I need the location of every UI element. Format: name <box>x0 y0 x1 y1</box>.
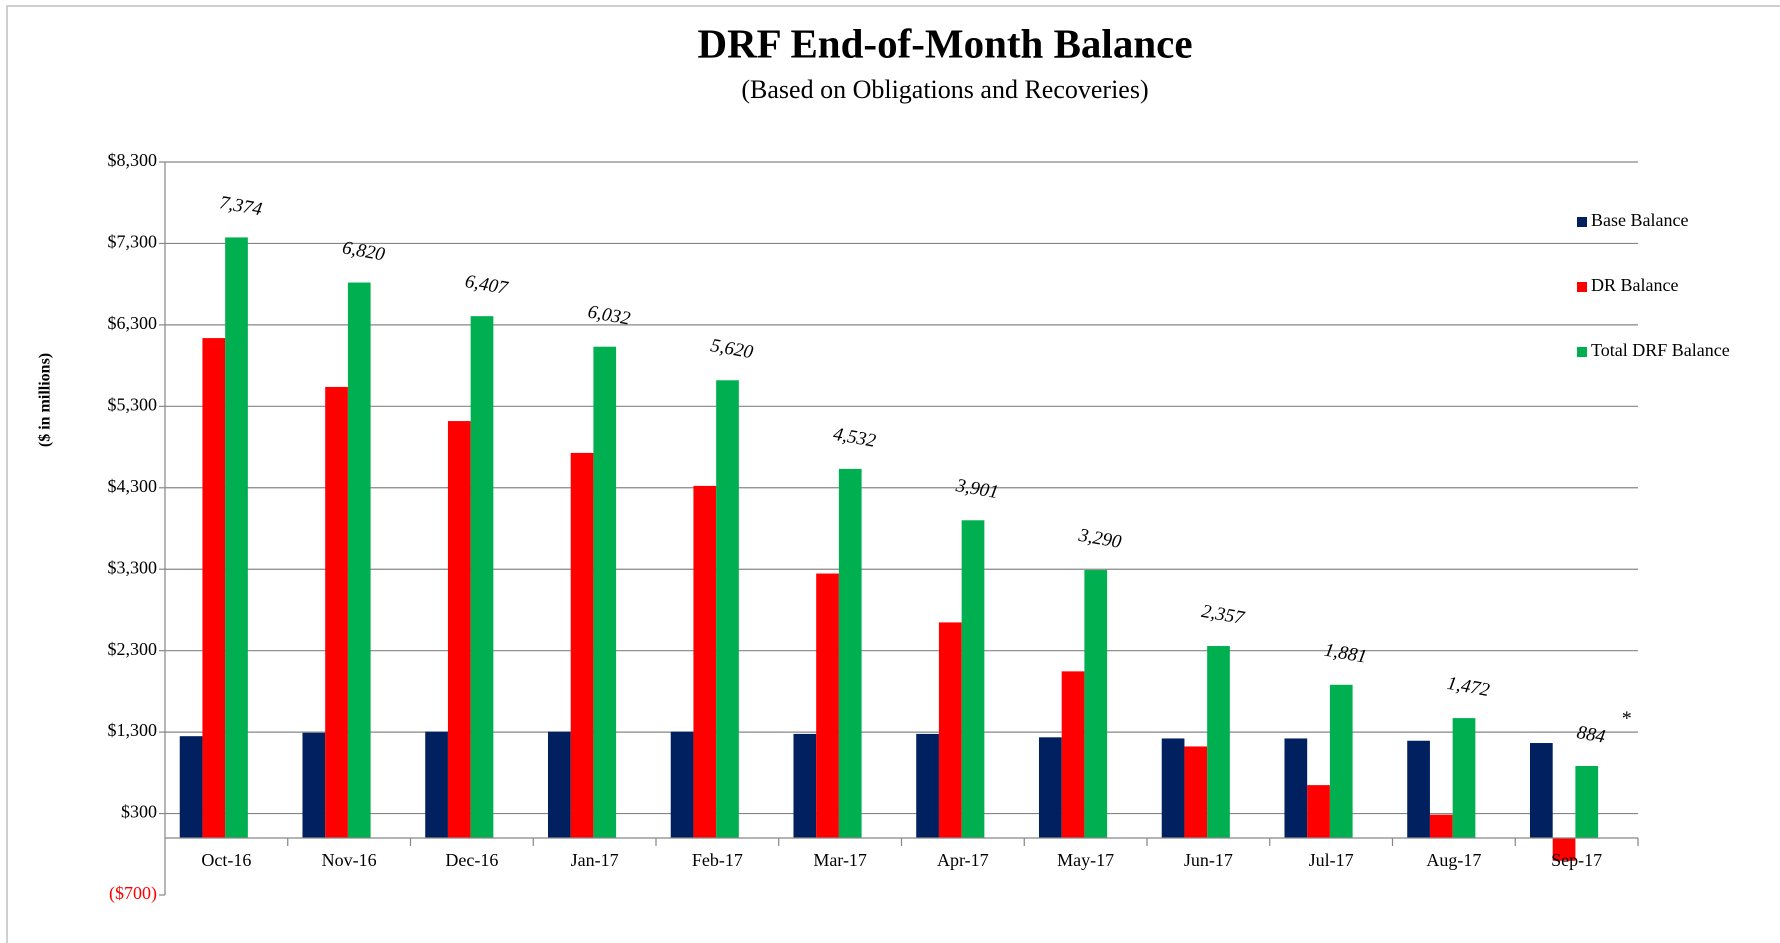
bar <box>670 731 694 838</box>
chart-subtitle: (Based on Obligations and Recoveries) <box>741 75 1148 104</box>
bar <box>1552 837 1576 861</box>
bar <box>793 733 817 838</box>
bar <box>1084 570 1108 838</box>
value-label: 4,532 <box>832 424 878 452</box>
chart-frame <box>6 5 1780 943</box>
bar <box>1207 646 1230 838</box>
bar <box>961 520 985 838</box>
annotation: * <box>1622 708 1632 730</box>
y-tick-label: $5,300 <box>108 394 158 414</box>
bar <box>179 736 203 838</box>
value-label: 3,901 <box>953 475 1000 503</box>
y-axis-label: ($ in millions) <box>37 353 54 447</box>
legend-label: Total DRF Balance <box>1591 340 1730 360</box>
bar <box>1284 738 1308 838</box>
bar <box>470 316 494 838</box>
y-tick-label: $4,300 <box>108 476 158 496</box>
bar <box>716 380 739 838</box>
x-tick-label: Apr-17 <box>937 850 989 870</box>
legend-swatch <box>1577 282 1587 292</box>
value-label: 5,620 <box>709 335 755 363</box>
y-tick-label: $3,300 <box>108 557 158 577</box>
x-tick-label: Oct-16 <box>201 850 251 870</box>
value-label: 6,032 <box>586 302 632 330</box>
legend-label: Base Balance <box>1591 210 1688 230</box>
bar <box>1529 743 1553 838</box>
value-label: 1,881 <box>1323 640 1369 668</box>
chart-title: DRF End-of-Month Balance <box>697 20 1192 66</box>
bar <box>593 346 617 838</box>
x-tick-label: Jan-17 <box>571 850 619 870</box>
bar <box>325 386 348 838</box>
bar <box>693 485 717 838</box>
bar <box>425 731 448 838</box>
legend-swatch <box>1577 217 1587 227</box>
x-tick-label: Nov-16 <box>322 850 377 870</box>
x-tick-label: May-17 <box>1057 850 1114 870</box>
y-tick-label: $6,300 <box>108 313 158 333</box>
bar <box>838 468 862 838</box>
bar <box>347 282 371 838</box>
bar <box>302 732 326 838</box>
bar <box>916 733 939 838</box>
bar <box>570 452 594 838</box>
value-label: 1,472 <box>1445 673 1491 701</box>
bar <box>816 573 839 838</box>
y-tick-label: $1,300 <box>108 720 158 740</box>
bar <box>1429 814 1453 838</box>
value-label: 7,374 <box>218 192 264 220</box>
value-label: 2,357 <box>1200 601 1247 629</box>
value-label: 3,290 <box>1076 525 1123 553</box>
bar <box>1575 765 1599 838</box>
value-label: 6,407 <box>463 271 510 299</box>
bar <box>1307 785 1330 838</box>
bar <box>1407 740 1430 838</box>
x-tick-label: Jun-17 <box>1184 850 1233 870</box>
bar <box>447 421 471 838</box>
value-label: 884 <box>1575 722 1607 748</box>
bar <box>547 731 571 838</box>
y-tick-label: ($700) <box>109 883 157 904</box>
bar <box>225 237 248 838</box>
bar <box>1161 738 1185 838</box>
x-tick-label: Mar-17 <box>813 850 867 870</box>
bar <box>1452 718 1476 838</box>
bar <box>202 338 226 838</box>
y-tick-label: $300 <box>121 802 157 822</box>
y-tick-label: $8,300 <box>108 150 158 170</box>
bar <box>1061 671 1085 838</box>
legend-label: DR Balance <box>1591 275 1678 295</box>
y-tick-label: $7,300 <box>108 232 158 252</box>
value-label: 6,820 <box>341 237 387 265</box>
legend-swatch <box>1577 347 1587 357</box>
x-tick-label: Sep-17 <box>1551 850 1602 870</box>
y-tick-label: $2,300 <box>108 639 158 659</box>
bar <box>938 622 962 838</box>
bar <box>1184 746 1208 838</box>
x-tick-label: Aug-17 <box>1426 850 1481 870</box>
bar <box>1038 737 1062 838</box>
x-tick-label: Feb-17 <box>692 850 743 870</box>
x-tick-label: Dec-16 <box>445 850 498 870</box>
bar <box>1329 684 1353 838</box>
x-tick-label: Jul-17 <box>1309 850 1354 870</box>
